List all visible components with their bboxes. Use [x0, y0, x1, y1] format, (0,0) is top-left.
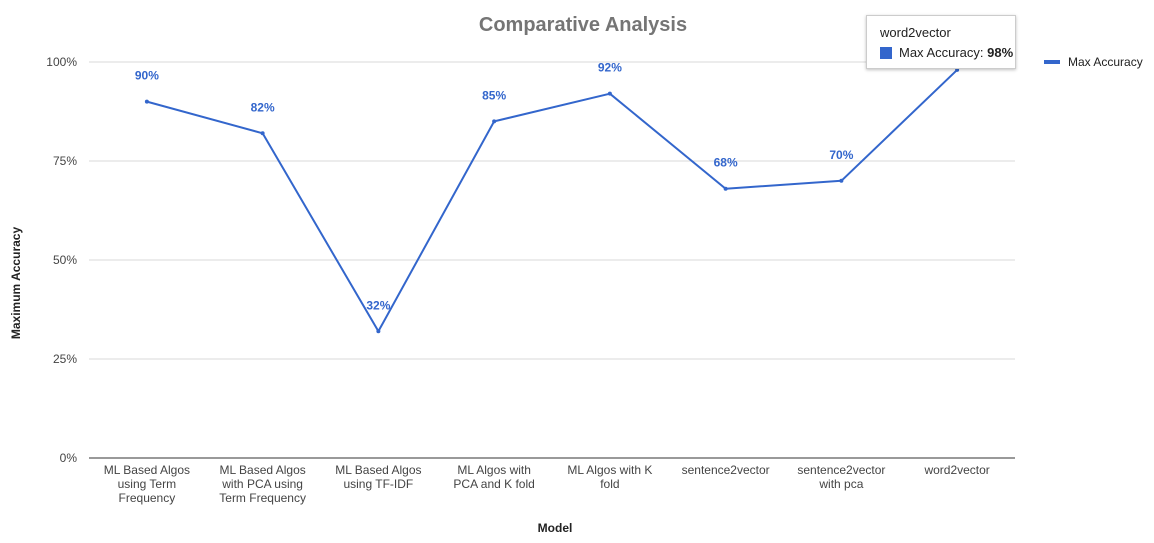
x-tick-label-line: fold	[600, 477, 619, 491]
legend-label: Max Accuracy	[1068, 55, 1143, 69]
data-point	[492, 119, 497, 124]
x-tick-label-line: using Term	[118, 477, 176, 491]
x-tick-label-line: ML Algos with K	[567, 463, 652, 477]
tooltip-value: 98%	[987, 45, 1014, 60]
y-tick-label: 0%	[60, 451, 78, 465]
data-label: 68%	[714, 156, 738, 170]
x-tick-label-line: sentence2vector	[682, 463, 770, 477]
data-labels: 90%82%32%85%92%68%70%98%	[135, 37, 970, 312]
series-line	[146, 69, 958, 333]
series-max-accuracy	[144, 67, 960, 334]
data-point	[607, 91, 612, 96]
y-tick-label: 25%	[53, 352, 77, 366]
data-label: 32%	[366, 298, 390, 312]
data-label: 85%	[482, 88, 506, 102]
x-tick-label-line: word2vector	[923, 463, 989, 477]
y-axis-title: Maximum Accuracy	[9, 227, 23, 340]
x-axis-title: Model	[538, 521, 573, 535]
y-tick-label: 100%	[46, 55, 77, 69]
tooltip-swatch	[880, 47, 892, 59]
data-point	[723, 186, 728, 191]
x-tick-label: sentence2vector	[682, 463, 770, 477]
chart-title: Comparative Analysis	[479, 14, 687, 36]
tooltip-line: Max Accuracy: 98%	[899, 45, 1013, 60]
data-point	[839, 178, 844, 183]
legend-swatch	[1044, 60, 1060, 64]
tooltip: word2vector Max Accuracy: 98%	[866, 15, 1016, 69]
y-tick-label: 50%	[53, 253, 77, 267]
data-label: 70%	[829, 148, 853, 162]
legend[interactable]: Max Accuracy	[1044, 55, 1143, 69]
data-label: 82%	[251, 100, 275, 114]
tooltip-series-label: Max Accuracy	[899, 45, 980, 60]
data-point	[260, 131, 265, 136]
data-point	[376, 329, 381, 334]
x-tick-label: word2vector	[923, 463, 989, 477]
x-tick-label-line: sentence2vector	[797, 463, 885, 477]
gridlines	[89, 61, 1015, 459]
x-tick-label-line: Frequency	[119, 491, 176, 505]
tooltip-title: word2vector	[880, 25, 951, 40]
x-tick-label-line: ML Based Algos	[335, 463, 421, 477]
x-tick-label-line: with pca	[818, 477, 863, 491]
x-tick-label-line: Term Frequency	[219, 491, 306, 505]
x-tick-label-line: ML Based Algos	[219, 463, 305, 477]
y-tick-label: 75%	[53, 154, 77, 168]
y-axis-ticks: 0% 25% 50% 75% 100%	[46, 55, 77, 465]
data-point	[144, 99, 149, 104]
x-tick-label-line: ML Algos with	[457, 463, 531, 477]
x-tick-label-line: with PCA using	[221, 477, 303, 491]
tooltip-separator: :	[979, 45, 988, 60]
x-tick-label-line: PCA and K fold	[453, 477, 534, 491]
x-tick-label-line: using TF-IDF	[343, 477, 413, 491]
x-tick-label-line: ML Based Algos	[104, 463, 190, 477]
data-label: 90%	[135, 69, 159, 83]
data-label: 92%	[598, 61, 622, 75]
